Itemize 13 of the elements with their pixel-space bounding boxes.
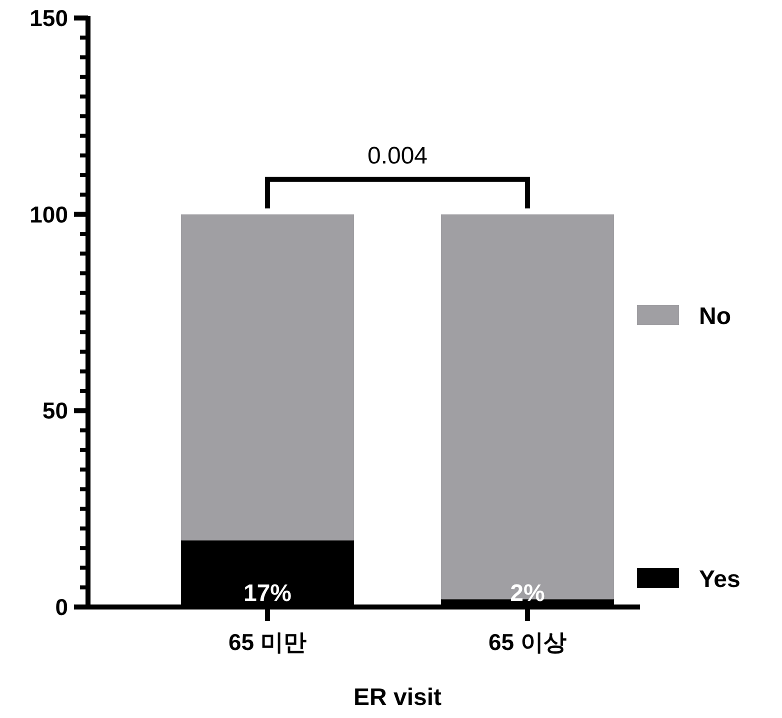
bar: [181, 214, 354, 540]
bar: [441, 214, 614, 600]
data-label: 17%: [243, 580, 292, 607]
legend-label: Yes: [699, 566, 740, 593]
y-tick-label: 150: [30, 5, 68, 31]
y-tick-label: 0: [55, 594, 68, 620]
legend-label: No: [699, 303, 731, 330]
y-tick-label: 100: [30, 201, 68, 228]
annotation: 0.004: [367, 142, 428, 170]
x-axis-title: ER visit: [353, 684, 442, 711]
y-tick-label: 50: [42, 398, 68, 424]
x-tick-label: 65 미만: [228, 629, 306, 655]
x-tick-label: 65 이상: [488, 629, 566, 655]
